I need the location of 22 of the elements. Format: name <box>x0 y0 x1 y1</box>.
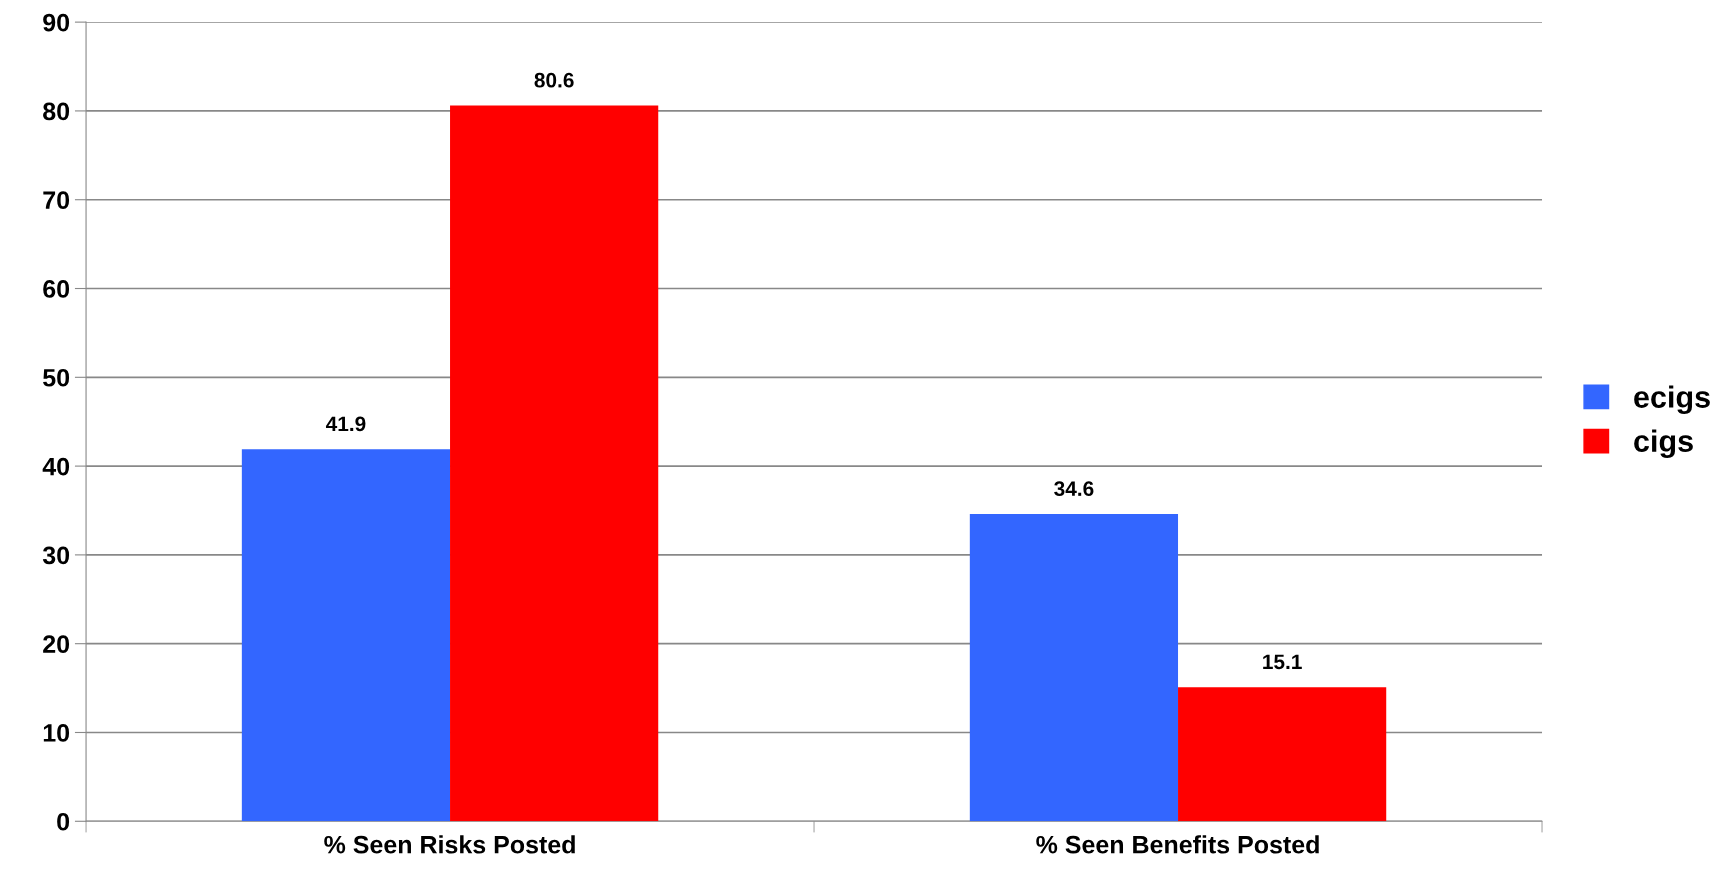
y-tick-label: 50 <box>43 368 70 387</box>
y-tick-label: 40 <box>42 457 70 476</box>
y-tick-label: 10 <box>43 724 70 742</box>
legend-label: cigs <box>1634 429 1693 459</box>
x-tick-label: % Seen Benefits Posted <box>1036 835 1319 854</box>
data-label: 34.6 <box>1054 481 1094 497</box>
y-tick-label: 80 <box>43 102 70 121</box>
bar <box>969 514 1179 822</box>
y-tick-label: 60 <box>43 280 70 298</box>
data-label: 41.9 <box>325 416 366 432</box>
bar <box>450 105 659 822</box>
y-tick-label: 0 <box>57 812 70 831</box>
y-tick-label: 30 <box>42 546 70 565</box>
y-tick-label: 70 <box>43 191 70 210</box>
bar <box>241 449 451 822</box>
y-tick-label: 90 <box>43 13 70 32</box>
data-label: 80.6 <box>534 72 574 88</box>
bar <box>1178 687 1387 822</box>
y-tick-label: 20 <box>43 635 70 653</box>
data-label: 15.1 <box>1263 654 1302 670</box>
x-tick-label: % Seen Risks Posted <box>324 835 575 854</box>
legend-label: ecigs <box>1634 385 1710 415</box>
